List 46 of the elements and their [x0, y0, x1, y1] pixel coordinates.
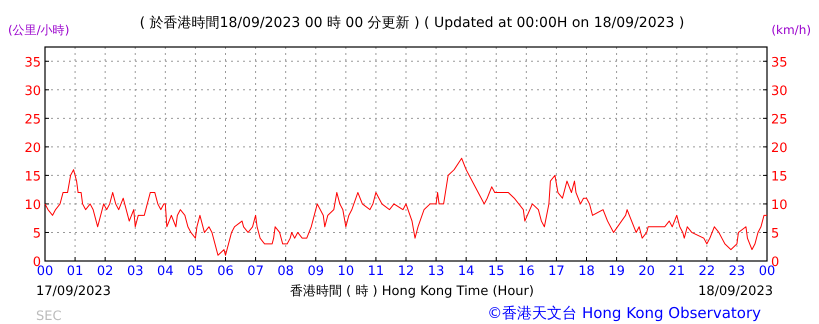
chart-title: ( 於香港時間18/09/2023 00 時 00 分更新 ) ( Updated at 00:00H on 18/09/2023 ) [140, 15, 684, 31]
x-tick-label: 01 [66, 264, 84, 279]
x-tick-label: 05 [187, 264, 204, 279]
text: 18/09/2023 [698, 284, 773, 299]
x-tick-label: 13 [428, 264, 444, 279]
text: SEC [36, 309, 62, 324]
x-tick-label: 23 [728, 264, 746, 279]
y2-tick-label: 20 [771, 140, 788, 156]
x-tick-label: 12 [398, 264, 414, 279]
x-tick-label: 04 [157, 264, 174, 279]
x-tick-label: 14 [458, 264, 474, 279]
x-tick-label: 17 [548, 264, 565, 279]
y-tick-label: 20 [24, 140, 41, 156]
x-tick-label: 22 [698, 264, 716, 279]
line-series [44, 158, 768, 256]
x-tick-label: 03 [126, 264, 144, 279]
x-axis-title: 香港時間 ( 時 ) Hong Kong Time (Hour) [290, 284, 534, 299]
y2-axis-title: (km/h) [771, 23, 811, 37]
y-tick-label: 25 [24, 112, 41, 128]
y2-tick-label: 10 [771, 198, 788, 213]
y-tick-label: 5 [32, 226, 41, 242]
x-tick-label: 16 [518, 264, 535, 279]
x-tick-label: 20 [638, 264, 655, 279]
y-tick-label: 15 [24, 169, 41, 184]
x-tick-label: 10 [338, 264, 354, 279]
y2-tick-label: 35 [771, 55, 788, 70]
x-tick-label: 19 [608, 264, 625, 279]
x-tick-label: 21 [668, 264, 686, 279]
y-tick-label: 35 [24, 55, 41, 70]
y2-tick-label: 25 [771, 112, 788, 128]
x-tick-label: 07 [247, 264, 264, 279]
x-tick-label: 09 [307, 264, 324, 279]
x-tick-label: 11 [368, 264, 384, 279]
x-tick-label: 08 [277, 264, 294, 279]
x-tick-label: 15 [488, 264, 505, 279]
y-axis-title: (公里/小時) [8, 23, 70, 37]
x-tick-label: 06 [217, 264, 234, 279]
y-tick-label: 30 [24, 84, 41, 99]
y2-tick-label: 30 [771, 84, 788, 99]
text: 17/09/2023 [36, 284, 111, 299]
x-tick-label: 18 [578, 264, 595, 279]
text: ©香港天文台 Hong Kong Observatory [487, 304, 762, 322]
y-tick-label: 10 [24, 198, 41, 213]
y2-tick-label: 5 [771, 226, 780, 242]
x-tick-label: 02 [96, 264, 114, 279]
y2-tick-label: 15 [771, 169, 788, 184]
